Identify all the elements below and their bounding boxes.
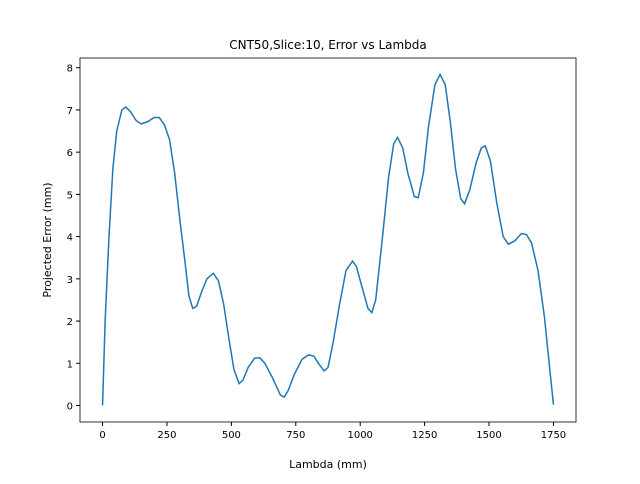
x-tick-label: 1750 — [541, 430, 566, 441]
x-axis-label: Lambda (mm) — [289, 458, 367, 471]
y-tick-label: 1 — [67, 359, 73, 370]
y-tick-label: 0 — [67, 402, 73, 413]
y-tick-label: 7 — [67, 106, 73, 117]
y-tick-label: 6 — [67, 148, 73, 159]
y-axis-label: Projected Error (mm) — [41, 182, 54, 297]
y-tick-label: 8 — [67, 64, 73, 75]
x-tick-label: 250 — [157, 430, 176, 441]
y-tick-label: 5 — [67, 190, 73, 201]
x-tick-label: 0 — [99, 430, 105, 441]
line — [101, 72, 555, 406]
y-tick-label: 3 — [67, 275, 73, 286]
chart-title: CNT50,Slice:10, Error vs Lambda — [229, 38, 427, 52]
x-tick-label: 1250 — [412, 430, 437, 441]
x-tick-label: 750 — [286, 430, 305, 441]
x-tick-label: 500 — [222, 430, 241, 441]
plot-frame — [79, 57, 577, 423]
y-tick-label: 2 — [67, 317, 73, 328]
x-tick-label: 1500 — [476, 430, 501, 441]
y-tick-label: 4 — [67, 233, 73, 244]
x-tick-label: 1000 — [347, 430, 372, 441]
